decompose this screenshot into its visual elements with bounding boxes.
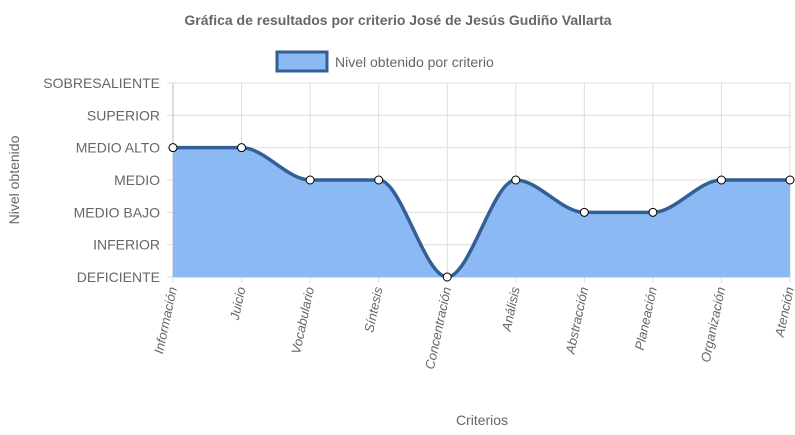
x-tick-label: Abstracción xyxy=(562,286,591,357)
legend[interactable]: Nivel obtenido por criterio xyxy=(275,50,494,73)
legend-swatch xyxy=(275,50,329,73)
data-point[interactable] xyxy=(648,207,658,217)
series-nivel xyxy=(173,145,790,279)
y-tick-label: MEDIO xyxy=(114,172,160,188)
y-tick-label: DEFICIENTE xyxy=(77,269,160,285)
data-point[interactable] xyxy=(305,175,315,185)
series-line xyxy=(173,145,790,279)
x-tick-label: Concentración xyxy=(422,286,454,371)
x-tick-label: Planeación xyxy=(632,286,660,352)
legend-label: Nivel obtenido por criterio xyxy=(335,54,494,70)
data-points xyxy=(168,143,795,282)
x-axis-ticks: Información Juicio Vocabulario Síntesis Conc… xyxy=(151,285,795,371)
x-tick-label: Vocabulario xyxy=(288,286,317,356)
data-point[interactable] xyxy=(374,175,384,185)
x-tick-label: Juicio xyxy=(227,286,249,323)
data-point[interactable] xyxy=(168,143,178,153)
y-tick-label: INFERIOR xyxy=(93,237,160,253)
x-tick-label: Información xyxy=(151,286,180,356)
y-tick-label: SOBRESALIENTE xyxy=(43,75,160,91)
data-point[interactable] xyxy=(785,175,795,185)
x-tick-label: Organización xyxy=(698,286,729,364)
data-point[interactable] xyxy=(716,175,726,185)
y-axis-title: Nivel obtenido xyxy=(6,135,22,224)
data-point[interactable] xyxy=(579,207,589,217)
y-tick-label: MEDIO BAJO xyxy=(74,204,160,220)
x-tick-label: Síntesis xyxy=(361,285,385,334)
y-axis-ticks: DEFICIENTE INFERIOR MEDIO BAJO MEDIO MEDIO A… xyxy=(43,75,160,285)
y-tick-label: SUPERIOR xyxy=(87,107,160,123)
chart-title: Gráfica de resultados por criterio José … xyxy=(184,12,611,28)
x-tick-label: Análisis xyxy=(499,285,523,333)
data-point[interactable] xyxy=(442,272,452,282)
x-axis-title: Criterios xyxy=(456,412,508,428)
data-point[interactable] xyxy=(237,143,247,153)
x-tick-label: Atención xyxy=(772,286,795,340)
y-tick-label: MEDIO ALTO xyxy=(76,140,160,156)
data-point[interactable] xyxy=(511,175,521,185)
